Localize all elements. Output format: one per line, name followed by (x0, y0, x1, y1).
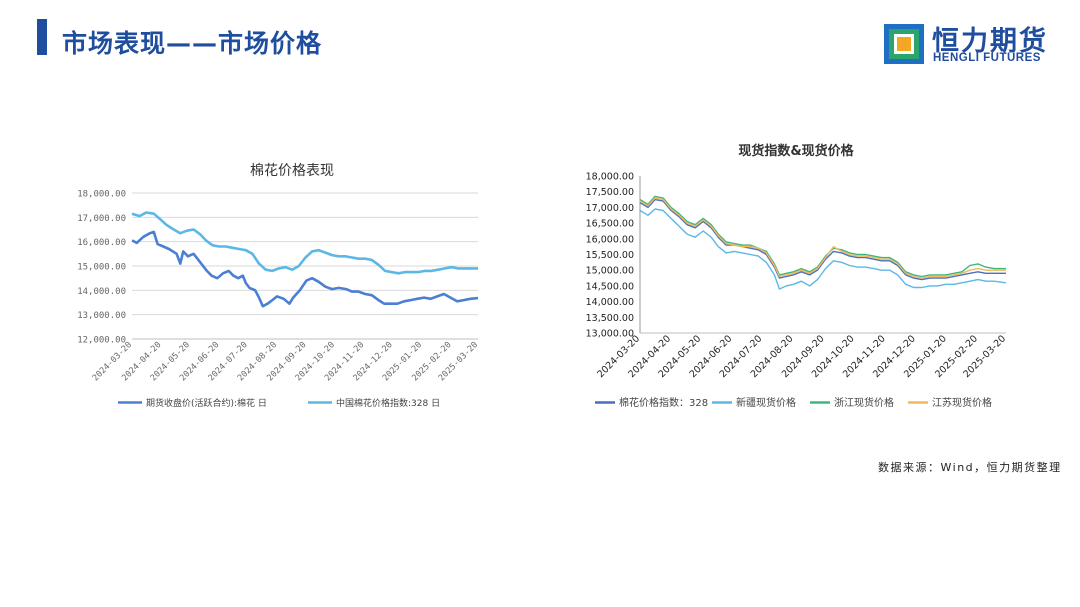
legend-entry: 中国棉花价格指数:328 日 (336, 397, 440, 409)
legend-entry: 期货收盘价(活跃合约):棉花 日 (146, 397, 267, 409)
y-tick-label: 14,000.00 (77, 287, 126, 297)
y-tick-label: 17,000.00 (586, 203, 634, 214)
chart-title: 棉花价格表现 (250, 162, 334, 179)
series-line-3 (639, 195, 1006, 278)
brand-name-cn: 恒力期货 (932, 26, 1048, 57)
series-line-1 (131, 230, 479, 308)
y-tick-label: 16,500.00 (586, 219, 634, 230)
y-tick-label: 18,000.00 (77, 190, 126, 200)
series-line-4 (639, 197, 1006, 279)
y-tick-label: 12,000.00 (77, 336, 126, 346)
y-tick-label: 14,500.00 (586, 281, 634, 292)
spot-price-chart: 现货指数&现货价格 13,000.00 13,500.00 14,000.00 14,5… (586, 143, 1008, 409)
legend-entry: 棉花价格指数：328 (619, 396, 708, 409)
y-tick-label: 16,000.00 (77, 238, 126, 248)
brand-name-en: HENGLI FUTURES (933, 52, 1041, 64)
series-line-2 (639, 208, 1007, 290)
y-tick-label: 17,000.00 (77, 214, 126, 224)
y-tick-label: 18,000.00 (586, 172, 634, 183)
y-tick-label: 13,500.00 (586, 313, 634, 324)
y-tick-label: 15,000.00 (586, 266, 634, 277)
legend-entry: 江苏现货价格 (932, 396, 992, 409)
page-title: 市场表现——市场价格 (62, 29, 323, 58)
title-accent-bar (37, 19, 47, 55)
y-tick-label: 17,500.00 (586, 187, 634, 198)
data-source-note: 数据来源：Wind，恒力期货整理 (878, 461, 1062, 474)
hengli-logo-icon (884, 24, 924, 64)
series-line-1 (639, 198, 1006, 281)
y-tick-label: 13,000.00 (77, 311, 126, 321)
legend-entry: 新疆现货价格 (736, 396, 796, 409)
chart-title: 现货指数&现货价格 (738, 143, 854, 159)
y-tick-label: 15,000.00 (77, 263, 126, 273)
series-line-2 (131, 211, 478, 275)
y-tick-label: 13,000.00 (586, 329, 634, 340)
legend-entry: 浙江现货价格 (834, 396, 894, 409)
y-tick-label: 14,000.00 (586, 297, 634, 308)
cotton-price-chart: 棉花价格表现 12,000.00 13,000.00 14,000.00 15,000.… (77, 162, 480, 409)
y-tick-label: 16,000.00 (586, 234, 634, 245)
y-tick-label: 15,500.00 (586, 250, 634, 261)
